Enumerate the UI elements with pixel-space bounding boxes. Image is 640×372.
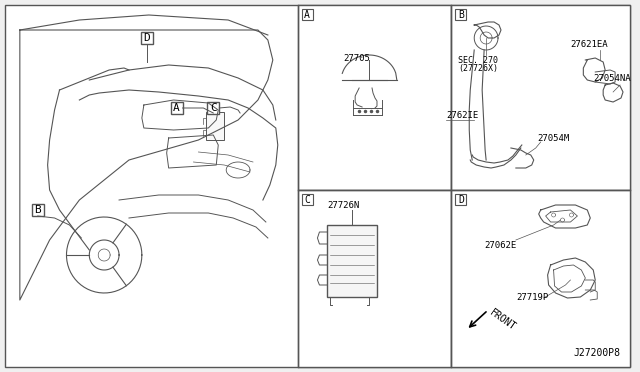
Bar <box>451 5 630 190</box>
Text: 27621EA: 27621EA <box>570 39 608 48</box>
Text: 27062E: 27062E <box>484 241 516 250</box>
Text: 2762IE: 2762IE <box>447 110 479 119</box>
Text: C: C <box>210 103 217 113</box>
Bar <box>298 190 451 367</box>
Text: 27054M: 27054M <box>538 134 570 142</box>
Bar <box>301 194 312 205</box>
Bar <box>456 194 467 205</box>
Text: FRONT: FRONT <box>488 308 518 333</box>
Text: 27719P: 27719P <box>516 294 548 302</box>
Bar <box>171 102 182 114</box>
Bar <box>207 102 220 114</box>
Text: 27054NA: 27054NA <box>593 74 631 83</box>
Text: D: D <box>458 195 464 205</box>
Bar <box>141 32 153 44</box>
Text: A: A <box>304 10 310 19</box>
Bar <box>206 112 224 140</box>
Bar <box>301 9 312 20</box>
Text: J27200P8: J27200P8 <box>573 348 620 358</box>
Bar <box>328 225 377 297</box>
Text: 27726N: 27726N <box>328 201 360 209</box>
Bar <box>298 5 451 190</box>
Text: (27726X): (27726X) <box>458 64 499 73</box>
Text: B: B <box>458 10 464 19</box>
Bar <box>32 204 44 216</box>
Text: C: C <box>304 195 310 205</box>
Text: D: D <box>143 33 150 43</box>
Text: 27705: 27705 <box>343 54 370 62</box>
Text: B: B <box>35 205 41 215</box>
Bar <box>456 9 467 20</box>
Bar <box>451 190 630 367</box>
Text: SEC. 270: SEC. 270 <box>458 55 499 64</box>
Text: A: A <box>173 103 180 113</box>
